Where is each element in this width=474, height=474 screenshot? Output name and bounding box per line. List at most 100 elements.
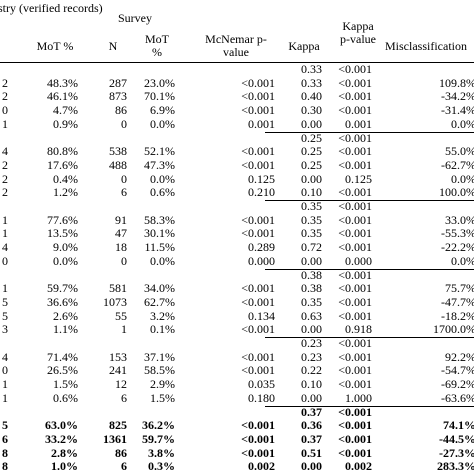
column-header: Kappa p-value xyxy=(340,19,376,46)
cell: <0.001 xyxy=(338,308,372,323)
cell: 100.0% xyxy=(439,185,474,200)
cell: 62.7% xyxy=(144,294,175,309)
cell: <0.001 xyxy=(338,431,372,446)
cell: 4.7% xyxy=(53,103,78,118)
cell: 58.3% xyxy=(144,212,175,227)
cell: 59.7% xyxy=(47,281,78,296)
cell: 0.38 xyxy=(301,281,322,296)
cell: <0.001 xyxy=(241,75,275,90)
cell: 91 xyxy=(115,212,127,227)
cell: 0.37 xyxy=(301,431,322,446)
cell: 538 xyxy=(109,144,127,159)
cell: 1.5% xyxy=(150,390,175,405)
cell: -22.2% xyxy=(441,240,474,255)
cell: 12 xyxy=(115,377,127,392)
cell: <0.001 xyxy=(241,157,275,172)
cell: <0.001 xyxy=(241,363,275,378)
cell: 0.00 xyxy=(301,171,322,186)
cell: 0.40 xyxy=(301,89,322,104)
cell: 70.1% xyxy=(144,89,175,104)
cell: 0.180 xyxy=(248,390,275,405)
kappa: 0.37 xyxy=(301,404,322,419)
cell: 0.6% xyxy=(53,390,78,405)
cell: 825 xyxy=(109,418,127,433)
column-header: Misclassification xyxy=(385,39,467,53)
cell: -27.3% xyxy=(439,445,474,460)
kappa: 0.23 xyxy=(301,336,322,350)
cell: 6 xyxy=(121,390,127,405)
cell: 0.72 xyxy=(301,240,322,255)
cell: <0.001 xyxy=(241,418,275,433)
cell: 52.1% xyxy=(144,144,175,159)
left-title: stry (verified records) xyxy=(0,1,103,15)
cell: <0.001 xyxy=(338,226,372,241)
cell: 6 xyxy=(121,459,127,474)
cell: 0.001 xyxy=(248,116,275,131)
cell: 0 xyxy=(121,171,127,186)
cell: 0.63 xyxy=(301,308,322,323)
column-header: McNemar p-value xyxy=(205,32,267,59)
cell: -47.7% xyxy=(441,294,474,309)
cell: 0.00 xyxy=(301,390,322,405)
group-rule xyxy=(265,337,474,338)
cell: 6 xyxy=(121,185,127,200)
cell: 9.0% xyxy=(53,240,78,255)
cell: -34.2% xyxy=(441,89,474,104)
kappa-p: <0.001 xyxy=(338,62,372,76)
kappa: 0.38 xyxy=(301,267,322,282)
cell: 3 xyxy=(2,322,8,337)
cell: 5 xyxy=(2,294,8,309)
cell: -18.2% xyxy=(441,308,474,323)
cell: 0.125 xyxy=(345,171,372,186)
cell: -54.7% xyxy=(441,363,474,378)
cell: 1.0% xyxy=(51,459,78,474)
cell: 36.6% xyxy=(47,294,78,309)
cell: 47.3% xyxy=(144,157,175,172)
cell: 0.000 xyxy=(345,253,372,268)
cell: 0.0% xyxy=(150,116,175,131)
kappa: 0.35 xyxy=(301,199,322,213)
cell: 26.5% xyxy=(47,363,78,378)
cell: 48.3% xyxy=(47,75,78,90)
cell: 55 xyxy=(115,308,127,323)
cell: <0.001 xyxy=(241,103,275,118)
cell: 1.000 xyxy=(345,390,372,405)
cell: 0.9% xyxy=(53,116,78,131)
cell: 0.00 xyxy=(301,116,322,131)
cell: <0.001 xyxy=(338,144,372,159)
cell: 0.10 xyxy=(301,377,322,392)
group-rule xyxy=(265,268,474,270)
cell: 0.33 xyxy=(301,75,322,90)
cell: <0.001 xyxy=(338,157,372,172)
cell: 0.0% xyxy=(451,253,474,268)
cell: -31.4% xyxy=(441,103,474,118)
cell: 80.8% xyxy=(47,144,78,159)
cell: 0.22 xyxy=(301,363,322,378)
cell: 0.002 xyxy=(345,459,372,474)
cell: <0.001 xyxy=(338,89,372,104)
kappa-p: <0.001 xyxy=(338,130,372,145)
survey-title: Survey xyxy=(118,11,152,25)
cell: <0.001 xyxy=(241,226,275,241)
cell: 3.2% xyxy=(150,308,175,323)
cell: 0.35 xyxy=(301,294,322,309)
cell: 18 xyxy=(115,240,127,255)
cell: 1.1% xyxy=(53,322,78,337)
cell: 0.289 xyxy=(248,240,275,255)
cell: 1 xyxy=(2,281,8,296)
cell: 6.9% xyxy=(150,103,175,118)
cell: 488 xyxy=(109,157,127,172)
cell: 77.6% xyxy=(47,212,78,227)
cell: 55.0% xyxy=(445,144,474,159)
cell: <0.001 xyxy=(338,240,372,255)
cell: 0 xyxy=(2,103,8,118)
cell: 0.0% xyxy=(451,171,474,186)
cell: <0.001 xyxy=(338,377,372,392)
cell: 1 xyxy=(2,212,8,227)
group-rule xyxy=(265,131,474,133)
cell: 0.35 xyxy=(301,226,322,241)
cell: 0.0% xyxy=(53,253,78,268)
cell: 283.3% xyxy=(437,459,474,474)
cell: 2 xyxy=(2,171,8,186)
cell: 0.134 xyxy=(248,308,275,323)
